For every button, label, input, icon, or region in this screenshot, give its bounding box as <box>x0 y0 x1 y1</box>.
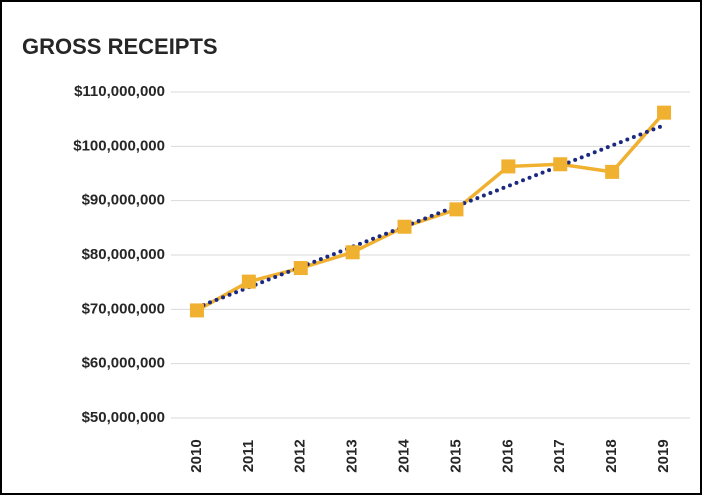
y-tick-label: $110,000,000 <box>74 83 165 100</box>
point-marker <box>293 261 308 276</box>
y-tick-label: $80,000,000 <box>82 246 165 263</box>
x-tick-label: 2012 <box>292 439 309 472</box>
y-tick-label: $50,000,000 <box>82 409 165 426</box>
series-line <box>196 111 666 312</box>
x-tick-label: 2017 <box>551 439 568 472</box>
trendline <box>194 123 667 310</box>
point-marker <box>553 157 568 172</box>
point-marker <box>397 219 412 234</box>
point-marker <box>449 202 464 217</box>
point-marker <box>345 245 360 260</box>
x-tick-label: 2014 <box>396 439 413 473</box>
x-tick-label: 2015 <box>447 439 464 472</box>
point-marker <box>605 164 620 179</box>
y-tick-label: $90,000,000 <box>82 192 165 209</box>
x-tick-label: 2019 <box>655 439 672 472</box>
x-tick-label: 2018 <box>603 439 620 472</box>
point-marker <box>501 159 516 174</box>
point-marker <box>241 274 256 289</box>
point-marker <box>657 105 672 120</box>
x-tick-label: 2010 <box>188 439 205 472</box>
y-tick-label: $100,000,000 <box>73 137 165 154</box>
x-tick-label: 2016 <box>499 439 516 472</box>
point-marker <box>189 303 204 318</box>
y-tick-label: $60,000,000 <box>82 355 165 372</box>
x-tick-label: 2013 <box>344 439 361 472</box>
chart-title: GROSS RECEIPTS <box>22 34 218 59</box>
y-tick-label: $70,000,000 <box>82 300 165 317</box>
x-tick-label: 2011 <box>240 440 257 473</box>
